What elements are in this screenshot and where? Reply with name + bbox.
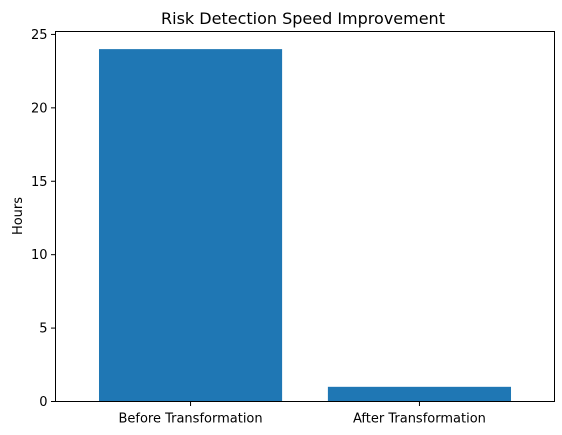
y-axis: 0 5 10 15 20 25 xyxy=(31,28,56,410)
chart-title: Risk Detection Speed Improvement xyxy=(161,9,445,28)
y-tick-label: 20 xyxy=(31,101,48,116)
y-tick-label: 10 xyxy=(31,248,48,263)
y-tick-label: 5 xyxy=(39,322,47,337)
y-tick-label: 15 xyxy=(31,175,48,190)
y-tick-label: 25 xyxy=(31,28,48,43)
y-axis-label: Hours xyxy=(11,197,26,235)
y-tick-label: 0 xyxy=(39,395,47,410)
x-tick-label: Before Transformation xyxy=(118,412,262,427)
x-tick-label: After Transformation xyxy=(353,412,486,427)
bars-layer xyxy=(98,49,512,402)
bar-0 xyxy=(98,49,283,402)
x-axis: Before Transformation After Transformatio… xyxy=(118,401,486,427)
plot-area-frame xyxy=(55,31,555,402)
bar-1 xyxy=(327,386,512,402)
